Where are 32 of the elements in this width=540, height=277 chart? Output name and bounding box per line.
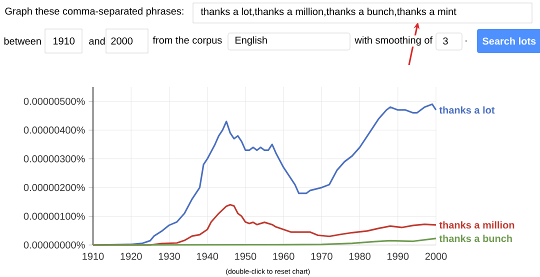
- y-tick-label: 0.00000000%: [24, 241, 85, 249]
- series-label: thanks a lot: [439, 106, 495, 114]
- text: English: [236, 36, 267, 46]
- y-tick-label: 0.00000100%: [24, 212, 85, 220]
- y-tick-label: 0.00000500%: [24, 98, 85, 105]
- x-tick-label: 1940: [196, 252, 218, 260]
- series-label: thanks a bunch: [439, 234, 512, 242]
- x-tick-label: 1990: [388, 252, 409, 260]
- x-tick-label: 1950: [235, 252, 256, 260]
- y-tick-label: 0.00000400%: [24, 126, 85, 134]
- x-tick-label: 1920: [120, 252, 142, 260]
- line-series: [92, 238, 437, 246]
- text: between: [4, 37, 41, 45]
- text: 3: [443, 37, 448, 45]
- y-tick-label: 0.00000300%: [24, 155, 85, 162]
- text: 1910: [53, 37, 75, 45]
- series-label: thanks a million: [439, 221, 514, 229]
- x-tick-label: 1960: [273, 252, 294, 260]
- x-tick-label: 1910: [82, 252, 104, 260]
- x-tick-label: 1970: [311, 252, 332, 260]
- text: from the corpus: [152, 36, 222, 46]
- x-tick-label: 2000: [425, 252, 447, 260]
- y-tick-label: 0.00000200%: [24, 184, 85, 192]
- text: .: [466, 40, 467, 42]
- text: and: [89, 37, 105, 45]
- text: 2000: [111, 37, 133, 45]
- text: with smoothing of: [354, 36, 433, 46]
- x-tick-label: 1980: [349, 252, 371, 260]
- text: Graph these comma-separated phrases:: [5, 7, 184, 17]
- text: thanks a lot,thanks a million,thanks a bunch,thanks a mint: [200, 8, 456, 16]
- x-tick-label: 1930: [158, 252, 180, 260]
- text: Search lots: [482, 37, 536, 45]
